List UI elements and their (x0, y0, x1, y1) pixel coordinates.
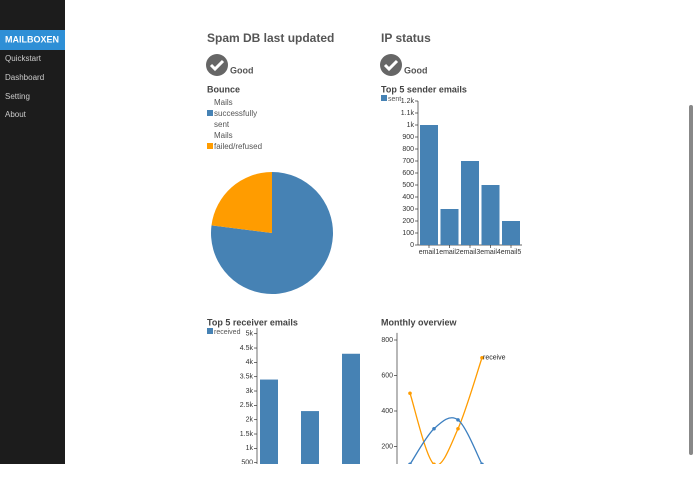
legend-item: Mails successfully sent (214, 98, 258, 129)
chart-title: Bounce (207, 84, 240, 94)
y-tick-label: 2.5k (240, 402, 254, 409)
point (480, 462, 484, 464)
legend-label: sent (388, 96, 401, 103)
legend-swatch (207, 110, 213, 116)
line (409, 417, 483, 464)
check-mark (209, 59, 225, 72)
y-tick-label: 0 (410, 242, 414, 249)
legend-item: Mails failed/refused (214, 131, 263, 151)
point (408, 391, 412, 396)
series-label: receive (483, 355, 506, 362)
bar (461, 161, 479, 245)
nav-item[interactable]: About (5, 110, 27, 119)
y-tick-label: 1k (246, 445, 254, 452)
chart-title: Monthly overview (381, 317, 458, 327)
y-tick-label: 400 (402, 194, 414, 201)
legend-label: Mails failed/refused (214, 131, 263, 151)
y-tick-label: 4.5k (240, 345, 254, 352)
point (456, 426, 460, 431)
nav-item[interactable]: Setting (5, 92, 30, 101)
y-tick-label: 900 (402, 134, 414, 141)
y-tick-label: 200 (381, 443, 393, 450)
panel-title: IP status (381, 31, 431, 45)
x-tick-label: email1 (419, 249, 440, 256)
y-tick-label: 200 (402, 218, 414, 225)
pie-slice (211, 172, 272, 233)
y-tick-label: 300 (402, 206, 414, 213)
x-tick-label: email5 (501, 249, 522, 256)
y-tick-label: 600 (402, 170, 414, 177)
x-tick-label: email2 (439, 249, 460, 256)
bar (301, 411, 319, 464)
nav-item[interactable]: Dashboard (5, 73, 44, 82)
line (409, 357, 483, 464)
y-tick-label: 5k (246, 331, 254, 338)
bar (440, 209, 459, 245)
y-tick-label: 100 (402, 230, 414, 237)
check-mark (383, 59, 399, 72)
bar (502, 221, 520, 245)
point (456, 418, 460, 422)
y-tick-label: 1.5k (240, 431, 254, 438)
status: Good (230, 65, 254, 75)
bar (342, 353, 360, 464)
legend-label: received (214, 329, 241, 336)
bar (481, 185, 500, 245)
y-tick-label: 700 (402, 158, 414, 165)
y-tick-label: 3k (246, 388, 254, 395)
bar (260, 379, 278, 464)
y-tick-label: 800 (402, 146, 414, 153)
legend-swatch (381, 95, 387, 101)
brand-box[interactable] (0, 30, 65, 50)
y-tick-label: 4k (246, 359, 254, 366)
y-tick-label: 1k (407, 122, 415, 129)
y-tick-label: 400 (381, 408, 393, 415)
legend-swatch (207, 143, 213, 149)
scrollbar[interactable] (689, 105, 693, 455)
y-tick-label: 2k (246, 417, 254, 424)
y-tick-label: 1.2k (401, 98, 415, 105)
x-tick-label: email4 (480, 249, 501, 256)
x-tick-label: email3 (460, 249, 481, 256)
bar (420, 125, 438, 245)
y-tick-label: 1.1k (401, 110, 415, 117)
point (432, 462, 436, 464)
point (408, 462, 412, 464)
point (480, 355, 484, 360)
chart-title: Top 5 receiver emails (207, 317, 298, 327)
y-tick-label: 500 (402, 182, 414, 189)
content: MAILBOXEN Quickstart Dashboard Setting A… (0, 0, 522, 467)
chart-title: Top 5 sender emails (381, 84, 467, 94)
legend-swatch (207, 328, 213, 334)
legend-label: Mails successfully sent (214, 98, 258, 129)
y-tick-label: 600 (381, 372, 393, 379)
brand[interactable]: MAILBOXEN (5, 34, 59, 44)
y-tick-label: 800 (381, 337, 393, 344)
y-tick-label: 500 (241, 460, 253, 467)
sidebar (0, 0, 65, 464)
point (432, 426, 436, 431)
nav-item[interactable]: Quickstart (5, 54, 42, 63)
status: Good (404, 65, 428, 75)
y-tick-label: 3.5k (240, 374, 254, 381)
panel-title: Spam DB last updated (207, 31, 334, 45)
